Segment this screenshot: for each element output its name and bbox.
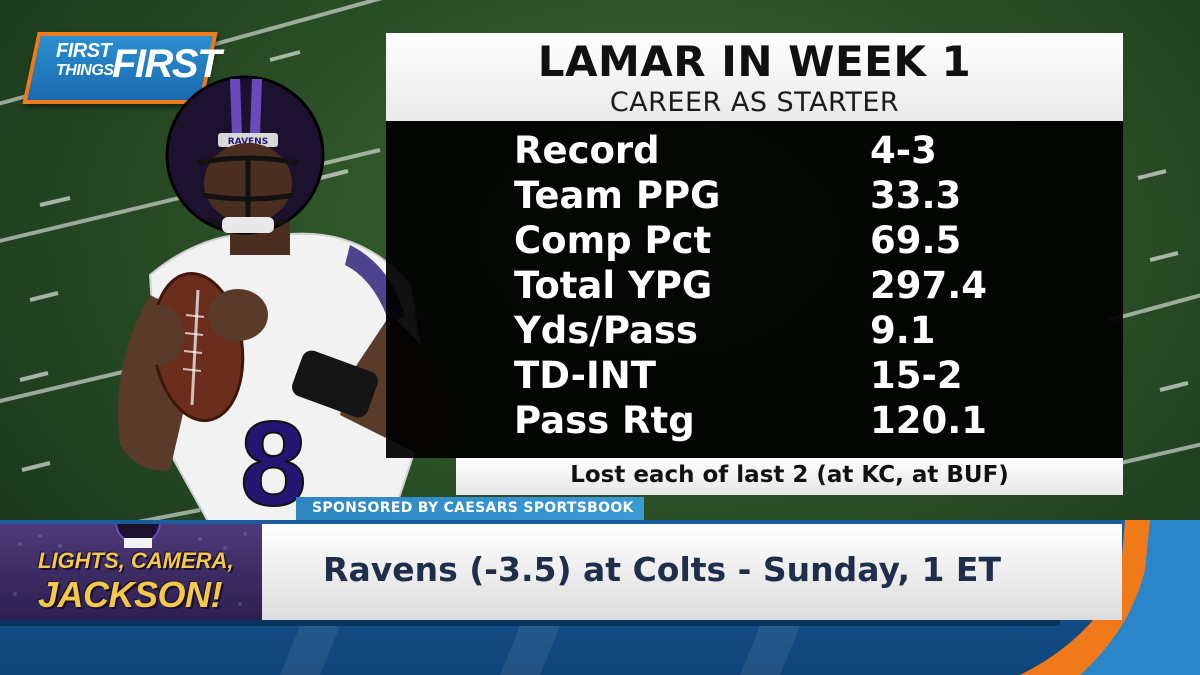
stat-row: Record 4-3 <box>386 129 1123 174</box>
stat-label-pass-rtg: Pass Rtg <box>514 399 695 442</box>
show-logo-word-things: THINGS <box>56 62 114 79</box>
show-logo-word-first-large: FIRST <box>112 42 222 86</box>
stat-row: Comp Pct 69.5 <box>386 219 1123 264</box>
stat-label-yds-pass: Yds/Pass <box>514 309 698 352</box>
helmet-label: RAVENS <box>228 137 268 147</box>
segment-logo: LIGHTS, CAMERA, JACKSON! <box>0 524 262 620</box>
stat-value-team-ppg: 33.3 <box>870 174 962 217</box>
stat-label-record: Record <box>514 129 660 172</box>
show-logo: FIRST THINGS FIRST <box>22 26 222 112</box>
stat-label-comp-pct: Comp Pct <box>514 219 712 262</box>
stat-value-yds-pass: 9.1 <box>870 309 936 352</box>
stat-label-team-ppg: Team PPG <box>514 174 721 217</box>
stat-value-comp-pct: 69.5 <box>870 219 962 262</box>
sponsor-text: SPONSORED BY CAESARS SPORTSBOOK <box>312 500 634 516</box>
headline-bar: Ravens (-3.5) at Colts - Sunday, 1 ET <box>262 524 1122 620</box>
panel-title: LAMAR IN WEEK 1 <box>537 37 972 86</box>
stats-table: Record 4-3 Team PPG 33.3 Comp Pct 69.5 T… <box>386 121 1123 458</box>
stat-value-pass-rtg: 120.1 <box>870 399 988 442</box>
lower-third-decoration <box>0 520 1200 675</box>
stat-value-record: 4-3 <box>870 129 937 172</box>
segment-title-line1: LIGHTS, CAMERA, <box>38 548 234 573</box>
stat-row: TD-INT 15-2 <box>386 354 1123 399</box>
stat-value-td-int: 15-2 <box>870 354 963 397</box>
stat-value-total-ypg: 297.4 <box>870 264 988 307</box>
panel-footer: Lost each of last 2 (at KC, at BUF) <box>456 458 1123 495</box>
panel-note: Lost each of last 2 (at KC, at BUF) <box>570 462 1009 488</box>
stat-row: Yds/Pass 9.1 <box>386 309 1123 354</box>
show-logo-word-first: FIRST <box>56 40 112 62</box>
sponsor-bar: SPONSORED BY CAESARS SPORTSBOOK <box>296 497 644 520</box>
headline-text: Ravens (-3.5) at Colts - Sunday, 1 ET <box>323 550 1001 589</box>
stat-label-total-ypg: Total YPG <box>514 264 713 307</box>
stats-panel: LAMAR IN WEEK 1 CAREER AS STARTER Record… <box>386 33 1123 495</box>
panel-subtitle: CAREER AS STARTER <box>609 87 900 118</box>
jersey-number: 8 <box>240 397 307 525</box>
stats-panel-header: LAMAR IN WEEK 1 CAREER AS STARTER <box>386 33 1123 121</box>
stat-row: Pass Rtg 120.1 <box>386 399 1123 444</box>
stat-label-td-int: TD-INT <box>514 354 656 397</box>
stat-row: Team PPG 33.3 <box>386 174 1123 219</box>
stat-row: Total YPG 297.4 <box>386 264 1123 309</box>
lower-third: LIGHTS, CAMERA, JACKSON! Ravens (-3.5) a… <box>0 520 1200 675</box>
segment-title-line2: JACKSON! <box>38 574 223 615</box>
wristband-icon <box>292 350 378 418</box>
